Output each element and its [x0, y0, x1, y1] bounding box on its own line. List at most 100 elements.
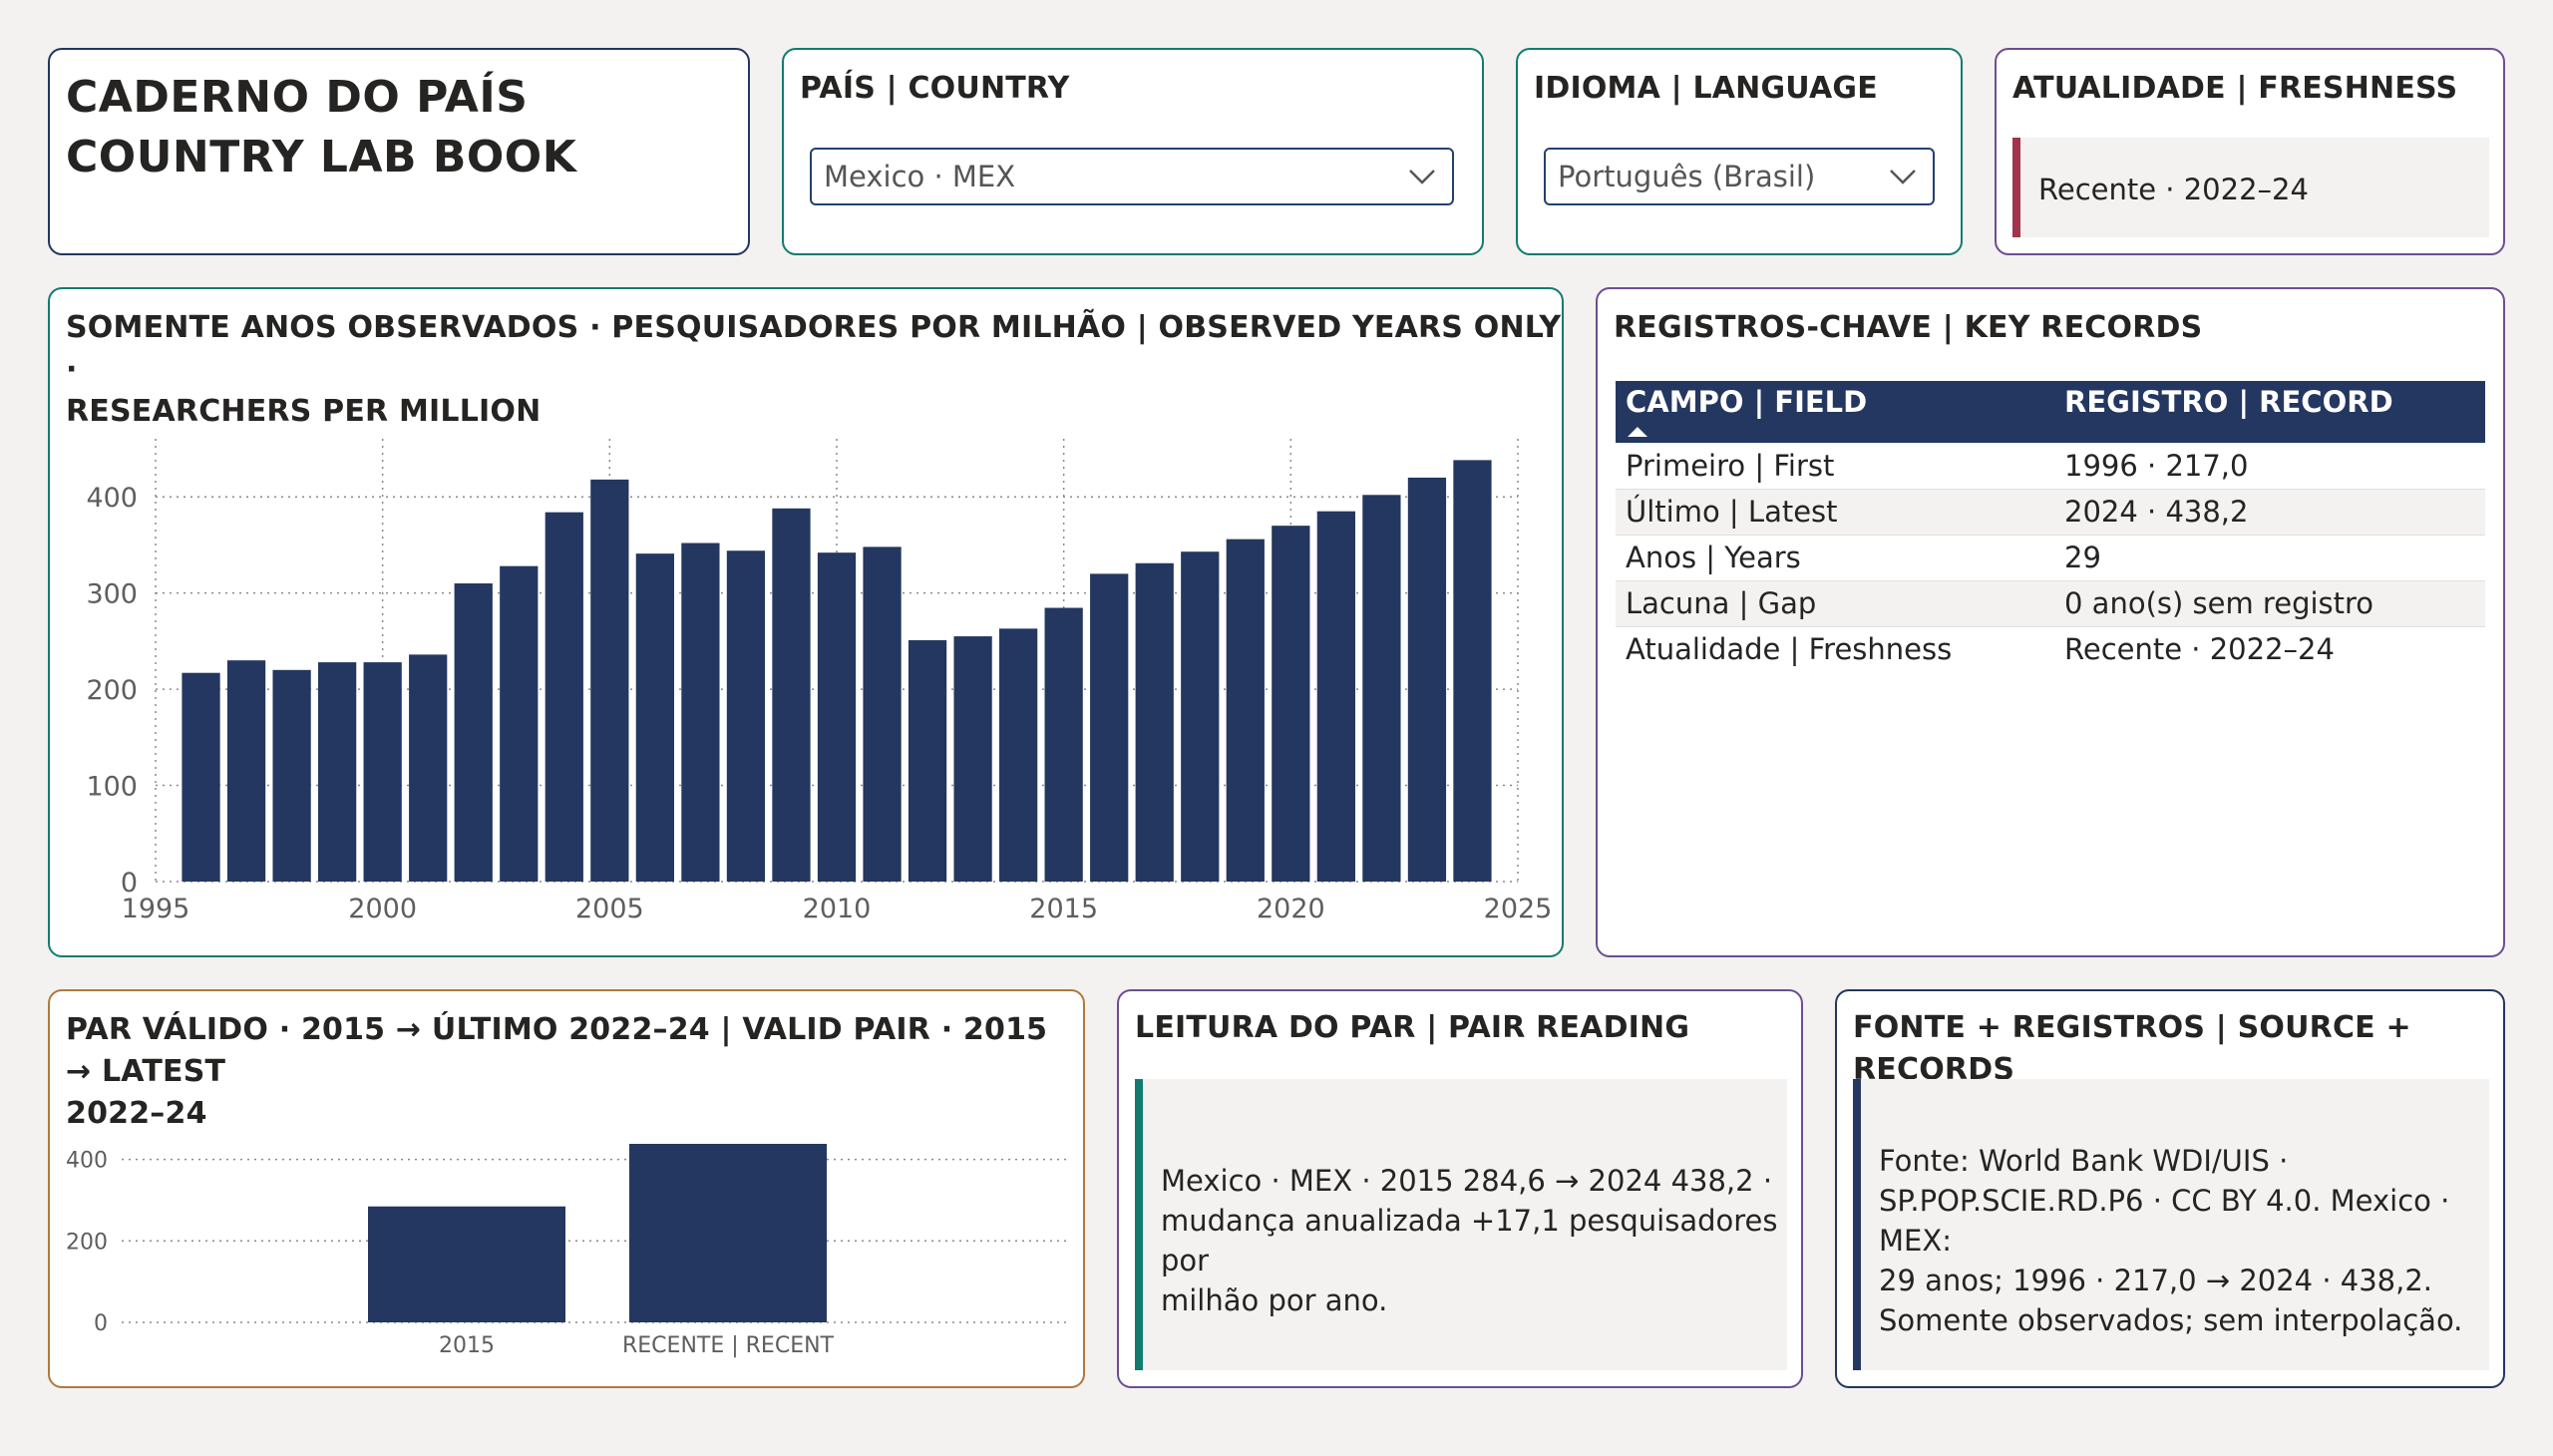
pair-reading-text: Mexico · MEX · 2015 284,6 → 2024 438,2 ·…	[1161, 1161, 1787, 1320]
key-records-card: REGISTROS-CHAVE | KEY RECORDS CAMPO | FI…	[1596, 287, 2505, 957]
bar-2021	[1316, 511, 1355, 882]
bar-2004	[545, 512, 583, 882]
bar-2002	[454, 583, 493, 882]
source-line3: 29 anos; 1996 · 217,0 → 2024 · 438,2.	[1879, 1264, 2433, 1297]
language-dropdown[interactable]: Português (Brasil)	[1544, 148, 1935, 205]
col-header-field[interactable]: CAMPO | FIELD	[1616, 381, 2054, 443]
researchers-bar-chart: 0 100 200 300 400 1995 2000 2005 2010 2015 2020 202…	[86, 439, 1553, 924]
chevron-down-icon	[1890, 170, 1916, 184]
bar-2024	[1453, 460, 1492, 882]
bar-2023	[1407, 477, 1447, 882]
row-field: Anos | Years	[1616, 535, 2054, 581]
bar-2000	[363, 662, 402, 882]
pair-reading-line3: milhão por ano.	[1161, 1283, 1388, 1317]
bar-2008	[726, 550, 766, 882]
row-field: Lacuna | Gap	[1616, 580, 2054, 627]
y-tick-label: 400	[66, 1149, 108, 1174]
bar-2005	[590, 479, 629, 882]
source-text: Fonte: World Bank WDI/UIS · SP.POP.SCIE.…	[1879, 1141, 2489, 1340]
pair-reading-title: LEITURA DO PAR | PAIR READING	[1135, 1010, 1690, 1045]
country-slicer-label: PAÍS | COUNTRY	[800, 71, 1070, 106]
x-tick-label: 1995	[122, 894, 190, 924]
freshness-card: ATUALIDADE | FRESHNESS Recente · 2022–24	[1995, 48, 2505, 255]
source-line4: Somente observados; sem interpolação.	[1879, 1303, 2463, 1337]
freshness-callout: Recente · 2022–24	[2012, 138, 2489, 237]
y-tick-label: 0	[121, 868, 138, 899]
source-callout: Fonte: World Bank WDI/UIS · SP.POP.SCIE.…	[1853, 1079, 2489, 1370]
bar-1999	[318, 662, 357, 882]
language-slicer-card: IDIOMA | LANGUAGE Português (Brasil)	[1516, 48, 1963, 255]
col-header-record-label: REGISTRO | RECORD	[2064, 385, 2393, 419]
freshness-value: Recente · 2022–24	[2038, 173, 2309, 206]
row-field: Último | Latest	[1616, 489, 2054, 536]
main-chart-title: SOMENTE ANOS OBSERVADOS · PESQUISADORES …	[66, 307, 1562, 433]
main-chart-title-line2: RESEARCHERS PER MILLION	[66, 394, 542, 429]
header-card: CADERNO DO PAÍS COUNTRY LAB BOOK	[48, 48, 750, 255]
bar-2019	[1226, 539, 1265, 882]
valid-pair-bar-chart: 0 200 400 2015 RECENTE | RECENT	[66, 1143, 1067, 1358]
col-header-field-label: CAMPO | FIELD	[1626, 385, 1868, 419]
y-tick-label: 100	[86, 772, 138, 803]
bar-1997	[226, 660, 266, 882]
bar-2006	[635, 553, 674, 882]
main-chart-title-line1: SOMENTE ANOS OBSERVADOS · PESQUISADORES …	[66, 310, 1562, 387]
x-tick-label: 2000	[348, 894, 417, 924]
table-row: Primeiro | First 1996 · 217,0	[1616, 443, 2485, 490]
bar-2018	[1181, 551, 1220, 882]
row-record: Recente · 2022–24	[2064, 632, 2335, 667]
row-record: 1996 · 217,0	[2054, 443, 2485, 490]
col-header-record[interactable]: REGISTRO | RECORD	[2054, 381, 2485, 443]
table-row: Lacuna | Gap 0 ano(s) sem registro	[1616, 580, 2485, 627]
bar-2010	[817, 552, 857, 882]
x-tick-label: 2020	[1257, 894, 1325, 924]
y-tick-label: 200	[86, 675, 138, 706]
pair-chart-title: PAR VÁLIDO · 2015 → ÚLTIMO 2022–24 | VAL…	[66, 1009, 1083, 1135]
pair-reading-line2: mudança anualizada +17,1 pesquisadores p…	[1161, 1204, 1778, 1277]
page-title-line1: CADERNO DO PAÍS	[66, 72, 529, 123]
country-dropdown-value: Mexico · MEX	[824, 160, 1016, 193]
table-row: Anos | Years 29	[1616, 535, 2485, 581]
y-tick-label: 0	[94, 1311, 108, 1336]
row-record: 29	[2054, 535, 2485, 581]
x-tick-label: 2010	[803, 894, 872, 924]
sort-ascending-icon	[1628, 427, 1647, 437]
key-records-table: CAMPO | FIELD REGISTRO | RECORD Primeiro…	[1616, 381, 2485, 672]
pair-reading-callout: Mexico · MEX · 2015 284,6 → 2024 438,2 ·…	[1135, 1079, 1787, 1370]
bar-2001	[409, 654, 448, 882]
x-tick-label: 2015	[1029, 894, 1098, 924]
bar-2011	[863, 546, 902, 882]
bar-2003	[500, 565, 539, 882]
page-title-line2: COUNTRY LAB BOOK	[66, 132, 577, 182]
bar-2009	[772, 508, 811, 882]
page-title: CADERNO DO PAÍS COUNTRY LAB BOOK	[66, 68, 576, 187]
language-dropdown-value: Português (Brasil)	[1558, 160, 1816, 193]
y-tick-label: 400	[86, 483, 138, 514]
row-field: Atualidade | Freshness	[1626, 632, 1953, 667]
pair-chart-title-line2: 2022–24	[66, 1096, 207, 1131]
bar-2022	[1362, 495, 1401, 882]
freshness-label: ATUALIDADE | FRESHNESS	[2012, 71, 2458, 106]
bar-1996	[182, 672, 220, 882]
language-slicer-label: IDIOMA | LANGUAGE	[1534, 71, 1878, 106]
x-tick-label: 2025	[1484, 894, 1553, 924]
pair-bar-0	[368, 1206, 565, 1322]
chevron-down-icon	[1409, 170, 1435, 184]
bar-1998	[272, 669, 311, 882]
x-tick-label: RECENTE | RECENT	[622, 1333, 835, 1358]
country-slicer-card: PAÍS | COUNTRY Mexico · MEX	[782, 48, 1484, 255]
pair-chart-card: PAR VÁLIDO · 2015 → ÚLTIMO 2022–24 | VAL…	[48, 989, 1085, 1388]
pair-chart-title-line1: PAR VÁLIDO · 2015 → ÚLTIMO 2022–24 | VAL…	[66, 1012, 1048, 1089]
country-dropdown[interactable]: Mexico · MEX	[810, 148, 1454, 205]
table-row: Atualidade | Freshness Recente · 2022–24	[1616, 626, 2485, 672]
source-card: FONTE + REGISTROS | SOURCE + RECORDS Fon…	[1835, 989, 2505, 1388]
row-record: 0 ano(s) sem registro	[2054, 580, 2485, 627]
row-record: 2024 · 438,2	[2054, 489, 2485, 536]
source-line2: SP.POP.SCIE.RD.P6 · CC BY 4.0. Mexico · …	[1879, 1184, 2450, 1258]
x-tick-label: 2005	[575, 894, 644, 924]
pair-reading-card: LEITURA DO PAR | PAIR READING Mexico · M…	[1117, 989, 1803, 1388]
bar-2014	[999, 628, 1038, 882]
bar-2020	[1272, 526, 1310, 882]
bar-2012	[908, 639, 947, 882]
row-field: Primeiro | First	[1616, 443, 2054, 490]
bar-2015	[1044, 607, 1083, 882]
